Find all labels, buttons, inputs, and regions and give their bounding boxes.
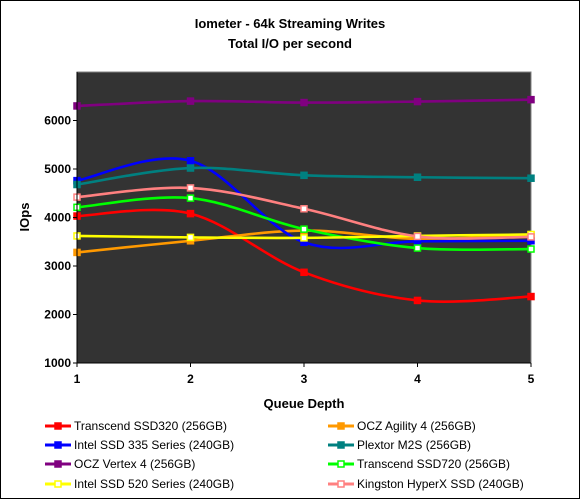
data-point <box>413 173 422 181</box>
legend-swatch-marker <box>337 460 345 468</box>
data-point <box>300 234 308 242</box>
data-point <box>413 97 422 106</box>
legend-swatch-marker <box>337 422 345 430</box>
y-tick-label: 4000 <box>44 211 71 225</box>
data-point <box>527 292 535 301</box>
data-point <box>527 233 535 241</box>
chart-title: Iometer - 64k Streaming Writes <box>195 16 386 31</box>
series-line <box>76 157 532 250</box>
legend-label: Transcend SSD720 (256GB) <box>357 457 510 471</box>
x-axis-label: Queue Depth <box>264 396 345 411</box>
legend-label: OCZ Agility 4 (256GB) <box>357 419 476 433</box>
data-point <box>300 225 308 233</box>
x-tick-label: 3 <box>301 372 308 386</box>
data-point <box>186 97 195 105</box>
y-tick-label: 1000 <box>44 356 71 370</box>
data-point <box>300 171 308 180</box>
series-3 <box>73 157 535 250</box>
chart-subtitle: Total I/O per second <box>228 36 352 51</box>
axes-layer: 1000 2000 3000 4000 5000 6000 1 2 3 4 5 <box>44 72 535 386</box>
data-point <box>186 164 195 172</box>
plot-area <box>76 71 532 364</box>
legend-item: OCZ Agility 4 (256GB) <box>328 419 476 433</box>
data-point <box>300 205 308 213</box>
data-point <box>413 232 422 241</box>
legend: Transcend SSD320 (256GB) OCZ Agility 4 (2… <box>45 419 524 491</box>
series-8 <box>73 184 535 241</box>
data-point <box>186 194 195 202</box>
data-point <box>527 245 535 253</box>
x-tick-label: 4 <box>414 372 421 386</box>
x-tick-label: 1 <box>74 372 81 386</box>
legend-item: Transcend SSD320 (256GB) <box>45 419 227 433</box>
data-point <box>527 174 535 182</box>
y-axis-label: IOps <box>17 203 32 232</box>
legend-item: Plextor M2S (256GB) <box>328 438 471 452</box>
legend-item: Transcend SSD720 (256GB) <box>328 457 510 471</box>
legend-swatch-marker <box>54 460 62 468</box>
data-point <box>300 268 308 277</box>
legend-label: Intel SSD 335 Series (240GB) <box>74 438 234 452</box>
x-tick-label: 2 <box>187 372 194 386</box>
legend-swatch-marker <box>337 441 345 449</box>
legend-swatch-marker <box>54 422 62 430</box>
legend-swatch-marker <box>54 441 62 449</box>
legend-swatch-marker <box>337 480 345 488</box>
data-point <box>527 95 535 104</box>
data-point <box>186 209 195 218</box>
series-5 <box>73 95 535 110</box>
data-point <box>413 244 422 252</box>
data-point <box>186 157 195 165</box>
y-tick-label: 3000 <box>44 259 71 273</box>
x-tick-label: 5 <box>528 372 535 386</box>
legend-label: Plextor M2S (256GB) <box>357 438 471 452</box>
legend-item: Intel SSD 335 Series (240GB) <box>45 438 234 452</box>
legend-label: Transcend SSD320 (256GB) <box>74 419 227 433</box>
y-tick-label: 2000 <box>44 308 71 322</box>
legend-label: OCZ Vertex 4 (256GB) <box>74 457 195 471</box>
data-point <box>186 233 195 242</box>
legend-item: Intel SSD 520 Series (240GB) <box>45 477 234 491</box>
legend-item: OCZ Vertex 4 (256GB) <box>45 457 195 471</box>
legend-label: Kingston HyperX SSD (240GB) <box>357 477 524 491</box>
series-layer <box>73 95 535 305</box>
data-point <box>186 184 195 192</box>
y-tick-label: 6000 <box>44 114 71 128</box>
data-point <box>413 296 422 305</box>
y-tick-label: 5000 <box>44 162 71 176</box>
legend-swatch-marker <box>54 480 62 488</box>
legend-label: Intel SSD 520 Series (240GB) <box>74 477 234 491</box>
data-point <box>300 98 308 107</box>
legend-item: Kingston HyperX SSD (240GB) <box>328 477 524 491</box>
